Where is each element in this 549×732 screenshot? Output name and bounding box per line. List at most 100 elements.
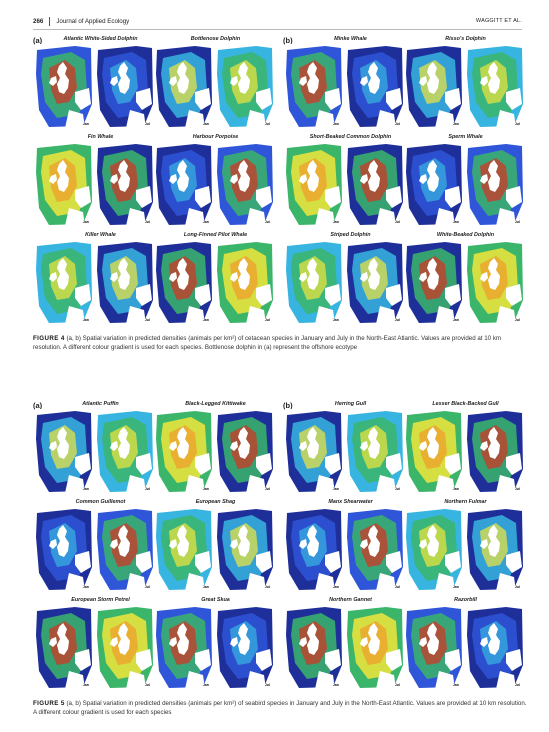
density-map: Jan <box>35 142 93 226</box>
density-map: Jul <box>96 240 154 324</box>
species-map-pair: Black-Legged Kittiwake Jan Jul <box>155 401 276 493</box>
running-authors: WAGGITT ET AL. <box>475 18 522 24</box>
month-label: Jul <box>264 487 270 491</box>
month-label: Jan <box>202 585 209 589</box>
month-label: Jan <box>82 122 89 126</box>
species-map-pair: European Storm Petrel Jan Jul <box>35 597 156 689</box>
species-name: Risso's Dolphin <box>445 36 486 42</box>
density-map: Jul <box>216 142 274 226</box>
density-map: Jan <box>155 409 213 493</box>
species-map-pair: Lesser Black-Backed Gull Jan Jul <box>405 401 526 493</box>
month-label: Jul <box>514 318 520 322</box>
month-label: Jan <box>452 683 459 687</box>
species-map-pair: Great Skua Jan Jul <box>155 597 276 689</box>
species-name: Fin Whale <box>87 134 114 140</box>
density-map: Jan <box>155 240 213 324</box>
species-name: Northern Fulmar <box>444 499 487 505</box>
page-header: 266 Journal of Applied Ecology WAGGITT E… <box>33 14 522 28</box>
month-label: Jul <box>144 318 150 322</box>
density-map: Jul <box>96 142 154 226</box>
month-label: Jan <box>332 220 339 224</box>
density-map: Jan <box>35 605 93 689</box>
species-map-pair: Fin Whale Jan Jul <box>35 134 156 226</box>
density-map: Jan <box>405 507 463 591</box>
density-map: Jan <box>35 409 93 493</box>
density-map: Jul <box>466 507 524 591</box>
species-name: Manx Shearwater <box>328 499 373 505</box>
month-label: Jul <box>144 220 150 224</box>
density-map: Jan <box>285 44 343 128</box>
month-label: Jul <box>394 487 400 491</box>
density-map: Jul <box>216 507 274 591</box>
density-map: Jan <box>285 605 343 689</box>
species-name: Herring Gull <box>334 401 367 407</box>
species-map-pair: Short-Beaked Common Dolphin Jan Jul <box>285 134 406 226</box>
species-map-pair: Atlantic Puffin Jan Jul <box>35 401 156 493</box>
month-label: Jan <box>332 585 339 589</box>
panel-letter: (a) <box>33 401 43 410</box>
month-label: Jan <box>202 683 209 687</box>
species-name: Northern Gannet <box>329 597 372 603</box>
month-label: Jul <box>394 318 400 322</box>
density-map: Jan <box>155 507 213 591</box>
species-name: Black-Legged Kittiwake <box>185 401 246 407</box>
density-map: Jul <box>346 44 404 128</box>
species-map-pair: Northern Fulmar Jan Jul <box>405 499 526 591</box>
month-label: Jan <box>452 318 459 322</box>
density-map: Jul <box>216 240 274 324</box>
page-number: 266 <box>33 17 44 25</box>
month-label: Jul <box>514 220 520 224</box>
month-label: Jul <box>394 585 400 589</box>
density-map: Jul <box>466 240 524 324</box>
month-label: Jul <box>514 585 520 589</box>
panel-letter: (b) <box>283 401 293 410</box>
month-label: Jul <box>514 487 520 491</box>
panel-letter: (b) <box>283 36 293 45</box>
density-map: Jan <box>405 605 463 689</box>
density-map: Jul <box>96 507 154 591</box>
month-label: Jul <box>144 122 150 126</box>
species-name: Long-Finned Pilot Whale <box>183 232 248 238</box>
species-name: Sperm Whale <box>448 134 483 140</box>
species-name: Great Skua <box>201 597 230 603</box>
species-map-pair: Common Guillemot Jan Jul <box>35 499 156 591</box>
species-map-pair: Killer Whale Jan Jul <box>35 232 156 324</box>
month-label: Jan <box>202 487 209 491</box>
density-map: Jul <box>346 409 404 493</box>
density-map: Jan <box>405 240 463 324</box>
density-map: Jan <box>285 507 343 591</box>
species-map-pair: Sperm Whale Jan Jul <box>405 134 526 226</box>
species-name: Striped Dolphin <box>330 232 371 238</box>
figure-4-caption-text: (a, b) Spatial variation in predicted de… <box>33 335 502 351</box>
density-map: Jan <box>155 44 213 128</box>
figure-5-caption: FIGURE 5 (a, b) Spatial variation in pre… <box>33 700 528 717</box>
figure-5-caption-text: (a, b) Spatial variation in predicted de… <box>33 700 527 716</box>
density-map: Jan <box>405 409 463 493</box>
density-map: Jul <box>346 605 404 689</box>
month-label: Jul <box>394 220 400 224</box>
month-label: Jan <box>332 683 339 687</box>
month-label: Jul <box>514 683 520 687</box>
species-map-pair: Herring Gull Jan Jul <box>285 401 406 493</box>
species-name: Minke Whale <box>334 36 367 42</box>
figure-4-label: FIGURE 4 <box>33 335 65 342</box>
species-map-pair: Northern Gannet Jan Jul <box>285 597 406 689</box>
density-map: Jul <box>466 44 524 128</box>
month-label: Jul <box>144 683 150 687</box>
species-map-pair: European Shag Jan Jul <box>155 499 276 591</box>
month-label: Jan <box>452 487 459 491</box>
month-label: Jul <box>394 122 400 126</box>
month-label: Jan <box>82 683 89 687</box>
month-label: Jan <box>82 220 89 224</box>
month-label: Jan <box>202 318 209 322</box>
month-label: Jan <box>452 585 459 589</box>
month-label: Jul <box>264 585 270 589</box>
figure-5-label: FIGURE 5 <box>33 700 65 707</box>
species-name: Atlantic Puffin <box>82 401 119 407</box>
month-label: Jan <box>82 585 89 589</box>
month-label: Jul <box>264 683 270 687</box>
species-map-pair: Risso's Dolphin Jan Jul <box>405 36 526 128</box>
species-name: European Storm Petrel <box>71 597 130 603</box>
month-label: Jan <box>82 487 89 491</box>
month-label: Jan <box>452 122 459 126</box>
